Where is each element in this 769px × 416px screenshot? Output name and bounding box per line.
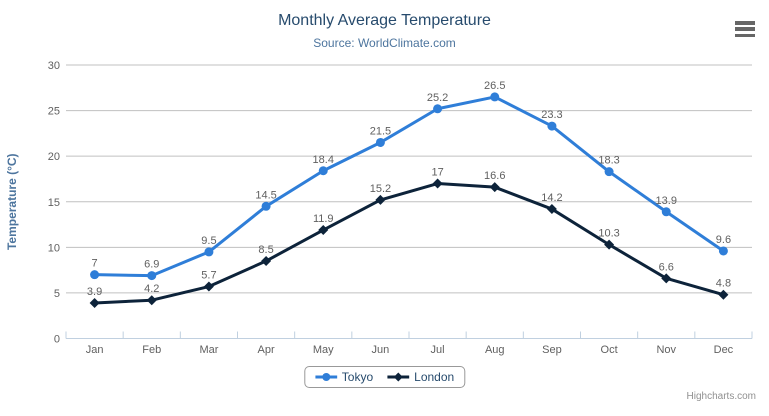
x-tick-label: Jun — [372, 344, 390, 356]
credits-link[interactable]: Highcharts.com — [686, 391, 756, 402]
x-tick-label: May — [313, 344, 334, 356]
data-label: 14.5 — [255, 189, 276, 201]
hamburger-icon — [735, 27, 755, 31]
data-point-marker[interactable] — [661, 207, 671, 217]
y-tick-label: 5 — [54, 288, 60, 300]
data-point-marker[interactable] — [661, 273, 672, 284]
data-point-marker[interactable] — [318, 166, 328, 176]
legend-item-tokyo[interactable]: Tokyo — [314, 370, 374, 384]
legend-item-london[interactable]: London — [387, 370, 454, 384]
data-point-marker[interactable] — [203, 281, 214, 292]
data-point-marker[interactable] — [547, 121, 557, 131]
data-point-marker[interactable] — [546, 204, 557, 215]
series-line-tokyo[interactable] — [93, 95, 725, 278]
x-tick-label: Jul — [431, 344, 445, 356]
legend-marker-circle — [314, 373, 337, 381]
data-point-marker[interactable] — [146, 295, 157, 306]
data-label: 18.4 — [313, 154, 334, 166]
data-label: 25.2 — [427, 92, 448, 104]
data-label: 9.5 — [201, 235, 216, 247]
x-tick-label: Dec — [714, 344, 734, 356]
hamburger-icon — [735, 21, 755, 25]
y-tick-label: 30 — [48, 60, 60, 72]
data-point-marker[interactable] — [147, 271, 157, 281]
x-tick-label: Sep — [542, 344, 562, 356]
data-label: 8.5 — [258, 244, 273, 256]
data-label: 11.9 — [313, 213, 334, 225]
x-tick-label: Mar — [199, 344, 218, 356]
series-line-london[interactable] — [93, 182, 725, 305]
data-point-marker[interactable] — [375, 194, 386, 205]
hamburger-icon — [735, 33, 755, 37]
x-tick-label: Oct — [601, 344, 618, 356]
data-label: 23.3 — [541, 109, 562, 121]
data-point-marker[interactable] — [318, 225, 329, 236]
chart-title: Monthly Average Temperature — [278, 12, 491, 29]
legend-marker-diamond — [387, 372, 410, 382]
data-point-marker[interactable] — [90, 270, 100, 280]
data-point-marker[interactable] — [718, 246, 728, 256]
y-tick-label: 25 — [48, 106, 60, 118]
data-label: 18.3 — [598, 155, 619, 167]
data-point-marker[interactable] — [375, 137, 385, 147]
data-point-marker[interactable] — [718, 289, 729, 300]
data-point-marker[interactable] — [604, 167, 614, 177]
y-axis-title: Temperature (°C) — [5, 153, 19, 250]
data-point-marker[interactable] — [261, 201, 271, 211]
data-label: 26.5 — [484, 80, 505, 92]
y-tick-label: 0 — [54, 334, 60, 346]
data-label: 9.6 — [716, 234, 731, 246]
data-point-marker[interactable] — [604, 239, 615, 250]
x-tick-label: Feb — [142, 344, 161, 356]
data-label: 5.7 — [201, 270, 216, 282]
x-tick-label: Aug — [485, 344, 505, 356]
data-label: 14.2 — [541, 192, 562, 204]
data-point-marker[interactable] — [433, 104, 443, 114]
y-tick-label: 20 — [48, 151, 60, 163]
x-tick-label: Apr — [258, 344, 275, 356]
data-label: 10.3 — [598, 228, 619, 240]
data-label: 6.6 — [659, 261, 674, 273]
legend-label: London — [414, 370, 455, 384]
data-label: 6.9 — [144, 259, 159, 271]
data-point-marker[interactable] — [432, 178, 443, 189]
data-label: 3.9 — [87, 286, 102, 298]
data-label: 16.6 — [484, 170, 505, 182]
data-label: 15.2 — [370, 183, 391, 195]
x-tick-label: Nov — [656, 344, 676, 356]
chart-subtitle: Source: WorldClimate.com — [313, 36, 456, 50]
legend: Tokyo London — [303, 366, 466, 388]
context-menu-button[interactable] — [734, 21, 756, 37]
data-label: 13.9 — [656, 195, 677, 207]
data-label: 4.8 — [716, 278, 731, 290]
data-point-marker[interactable] — [490, 92, 500, 102]
y-tick-label: 10 — [48, 242, 60, 254]
data-point-marker[interactable] — [204, 247, 214, 257]
data-label: 21.5 — [370, 125, 391, 137]
data-point-marker[interactable] — [489, 182, 500, 193]
data-label: 4.2 — [144, 283, 159, 295]
data-point-marker[interactable] — [89, 297, 100, 308]
x-tick-label: Jan — [86, 344, 104, 356]
legend-label: Tokyo — [341, 370, 374, 384]
data-point-marker[interactable] — [261, 256, 272, 267]
data-label: 17 — [431, 167, 443, 179]
y-tick-label: 15 — [48, 197, 60, 209]
data-label: 7 — [92, 258, 98, 270]
